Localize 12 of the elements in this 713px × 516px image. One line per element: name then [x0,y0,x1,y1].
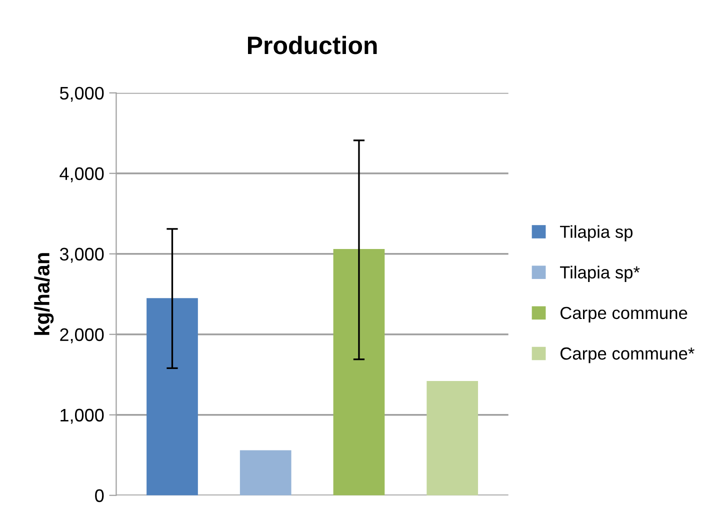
y-tick-label: 1,000 [60,408,104,424]
y-tick-label: 3,000 [60,248,104,263]
legend-label: Tilapia sp [560,225,633,242]
y-axis-title: kg/ha/an [34,253,54,335]
legend-label: Carpe commune* [560,347,694,364]
y-tick-label: 4,000 [60,167,104,182]
chart-title: Production [248,36,377,54]
y-tick-label: 2,000 [60,328,104,344]
y-tick-label: 5,000 [60,86,104,102]
legend-label: Carpe commune [560,306,688,323]
y-tick-label: 0 [95,489,104,502]
legend-label: Tilapia sp* [560,266,640,282]
